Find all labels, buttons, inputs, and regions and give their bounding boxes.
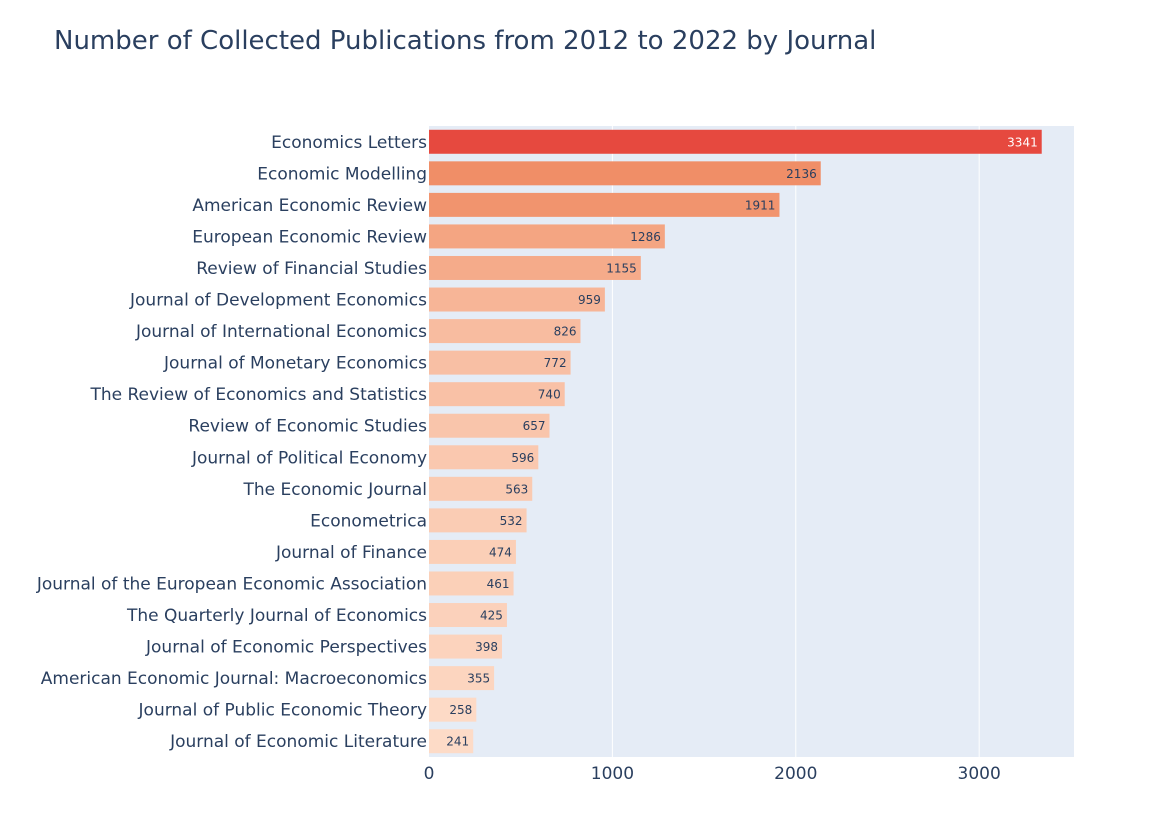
bar[interactable] (429, 319, 581, 344)
bar-value-label: 959 (578, 293, 601, 307)
bar-value-label: 461 (487, 577, 510, 591)
bar-value-label: 1155 (606, 261, 637, 275)
y-tick-label: Review of Economic Studies (188, 417, 427, 437)
y-tick-label: Review of Financial Studies (196, 259, 427, 279)
bar[interactable] (429, 476, 533, 501)
bar[interactable] (429, 603, 507, 628)
y-tick-label: Journal of International Economics (135, 322, 427, 342)
bar[interactable] (429, 697, 477, 722)
bar-value-label: 355 (467, 672, 490, 686)
bar-value-label: 563 (505, 482, 528, 496)
bar[interactable] (429, 287, 605, 312)
bar-value-label: 241 (446, 735, 469, 749)
bar[interactable] (429, 382, 565, 407)
y-tick-label: Journal of Monetary Economics (163, 354, 427, 374)
y-tick-label: Journal of Political Economy (191, 448, 427, 468)
bar-value-label: 740 (538, 388, 561, 402)
x-axis-tick-labels: 0 1000 2000 3000 (424, 764, 1001, 784)
bar[interactable] (429, 571, 514, 596)
bar-value-label: 596 (511, 451, 534, 465)
y-tick-label: European Economic Review (192, 227, 427, 247)
bar-value-label: 826 (554, 325, 577, 339)
bar[interactable] (429, 161, 821, 186)
bar[interactable] (429, 666, 495, 691)
y-tick-label: Journal of Economic Literature (169, 732, 427, 752)
bar[interactable] (429, 413, 550, 438)
y-tick-label: Journal of Economic Perspectives (145, 638, 427, 658)
y-tick-label: Journal of the European Economic Associa… (36, 574, 427, 594)
bar-value-label: 398 (475, 640, 498, 654)
bars (429, 129, 1042, 754)
bar[interactable] (429, 255, 641, 280)
bar[interactable] (429, 129, 1042, 154)
y-tick-label: Journal of Development Economics (129, 291, 427, 311)
bar-value-label: 3341 (1007, 135, 1038, 149)
bar-value-label: 258 (449, 703, 472, 717)
y-tick-label: The Economic Journal (242, 480, 427, 500)
bar[interactable] (429, 192, 780, 217)
bar[interactable] (429, 445, 539, 470)
y-tick-label: American Economic Journal: Macroeconomic… (41, 669, 427, 689)
bar[interactable] (429, 634, 502, 659)
plot-area (429, 126, 1074, 757)
y-tick-label: The Review of Economics and Statistics (89, 385, 427, 405)
bar-value-label: 474 (489, 545, 512, 559)
bar[interactable] (429, 508, 527, 533)
bar-value-label: 1911 (745, 198, 776, 212)
x-tick-label: 3000 (958, 764, 1001, 784)
chart-title: Number of Collected Publications from 20… (54, 26, 877, 56)
y-tick-label: Economic Modelling (257, 164, 427, 184)
bar-value-label: 2136 (786, 167, 817, 181)
bar[interactable] (429, 224, 665, 249)
x-tick-label: 1000 (591, 764, 634, 784)
y-tick-label: Economics Letters (271, 133, 427, 153)
data-labels: 3341 2136 1911 1286 1155 959 826 772 740 657 596 56… (446, 135, 1037, 748)
y-tick-label: Econometrica (310, 511, 427, 531)
x-tick-label: 0 (424, 764, 435, 784)
bar-value-label: 657 (523, 419, 546, 433)
bar-value-label: 532 (500, 514, 523, 528)
y-tick-label: American Economic Review (192, 196, 427, 216)
bar-value-label: 772 (544, 356, 567, 370)
y-axis-tick-labels: Economics Letters Economic Modelling Ameri… (36, 133, 427, 752)
y-tick-label: Journal of Public Economic Theory (138, 701, 427, 721)
x-tick-label: 2000 (774, 764, 817, 784)
bar[interactable] (429, 729, 474, 754)
bar[interactable] (429, 350, 571, 375)
bar[interactable] (429, 539, 516, 564)
bar-value-label: 1286 (630, 230, 661, 244)
y-tick-label: The Quarterly Journal of Economics (126, 606, 427, 626)
bar-value-label: 425 (480, 609, 503, 623)
y-tick-label: Journal of Finance (275, 543, 427, 563)
